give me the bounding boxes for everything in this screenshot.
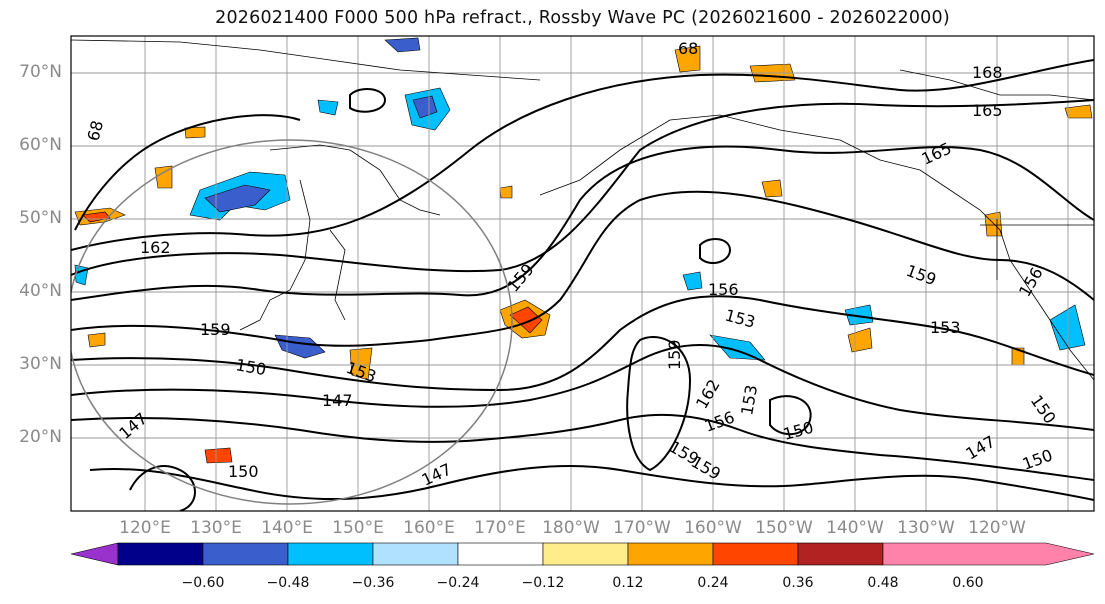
- lon-label: 160°E: [403, 518, 455, 538]
- lon-label: 150°E: [332, 518, 384, 538]
- colorbar-tick: 0.60: [952, 575, 984, 591]
- colorbar-tick: 0.36: [782, 575, 814, 591]
- contour-label: 168: [972, 63, 1003, 82]
- map-panel: 68 68 168 165 165 162 159 159 159 159 15…: [71, 36, 1094, 511]
- map-border: [70, 35, 1095, 512]
- colorbar-bin: [287, 542, 374, 566]
- contour-label: 68: [84, 118, 108, 143]
- colorbar-extend-max: [882, 542, 1095, 566]
- coastlines: [71, 39, 1094, 381]
- colorbar-bin: [202, 542, 289, 566]
- colorbar-tick: 0.24: [697, 575, 729, 591]
- lon-label: 120°W: [968, 518, 1026, 538]
- lat-label: 20°N: [19, 427, 62, 447]
- contour-lines: [71, 59, 1094, 511]
- colorbar-bin: [712, 542, 799, 566]
- contour-label: 68: [678, 39, 698, 58]
- lat-label: 70°N: [19, 62, 62, 82]
- colorbar-bin: [797, 542, 884, 566]
- colorbar-bin: [457, 542, 544, 566]
- map-title: 2026021400 F000 500 hPa refract., Rossby…: [215, 8, 950, 28]
- colorbar-tick: −0.24: [436, 575, 480, 591]
- colorbar-tick: −0.48: [266, 575, 310, 591]
- contour-label: 165: [972, 101, 1003, 120]
- colorbar-bin: [542, 542, 629, 566]
- lat-label: 30°N: [19, 354, 62, 374]
- graticule: [71, 36, 1094, 511]
- region-circle: [71, 139, 513, 505]
- colorbar-tick: 0.48: [867, 575, 899, 591]
- lon-label: 180°W: [542, 518, 600, 538]
- lon-label: 130°E: [190, 518, 242, 538]
- lon-label: 140°W: [826, 518, 884, 538]
- colorbar-tick: −0.12: [521, 575, 565, 591]
- contour-label: 156: [708, 280, 739, 299]
- lon-label: 120°E: [119, 518, 171, 538]
- colorbar-bin: [117, 542, 204, 566]
- lat-label: 60°N: [19, 135, 62, 155]
- colorbar: [70, 542, 1095, 566]
- contour-label: 159: [665, 339, 684, 370]
- colorbar-bin: [627, 542, 714, 566]
- colorbar-tick: 0.12: [612, 575, 644, 591]
- contour-label: 150: [228, 462, 259, 481]
- lon-label: 160°W: [684, 518, 742, 538]
- lon-label: 150°W: [755, 518, 813, 538]
- contour-label: 153: [930, 318, 961, 337]
- contour-label: 159: [200, 320, 231, 339]
- lon-label: 170°W: [613, 518, 671, 538]
- lon-label: 170°E: [474, 518, 526, 538]
- lat-label: 50°N: [19, 208, 62, 228]
- contour-label: 162: [140, 238, 171, 257]
- lon-label: 140°E: [261, 518, 313, 538]
- contour-label: 147: [322, 391, 353, 410]
- colorbar-tick: −0.36: [351, 575, 395, 591]
- lon-label: 130°W: [897, 518, 955, 538]
- colorbar-bin: [372, 542, 459, 566]
- lat-label: 40°N: [19, 281, 62, 301]
- colorbar-extend-min: [70, 542, 119, 566]
- shaded-patches: [74, 37, 1093, 464]
- colorbar-tick: −0.60: [181, 575, 225, 591]
